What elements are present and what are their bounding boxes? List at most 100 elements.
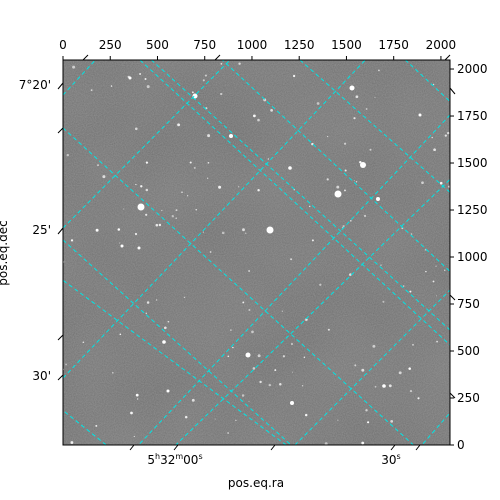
star (184, 415, 188, 419)
star (308, 205, 311, 208)
star (245, 352, 251, 358)
world-tick-14 (390, 444, 396, 451)
star (117, 228, 121, 231)
star (135, 393, 139, 397)
star (181, 191, 183, 194)
star (268, 383, 272, 387)
star (146, 301, 150, 304)
star (311, 239, 314, 242)
plot-frame (62, 59, 451, 446)
right-tick-label-4: 1000 (457, 250, 488, 264)
star (257, 354, 261, 358)
dec-tick-label-2: 30' (32, 369, 51, 383)
star (431, 136, 433, 139)
star (192, 91, 194, 94)
right-tick-label-3: 750 (457, 297, 480, 311)
world-tick-6 (214, 54, 221, 61)
top-tick-label-5: 1250 (284, 38, 315, 52)
star (193, 166, 196, 169)
star (281, 310, 283, 312)
top-tick-label-4: 1000 (237, 38, 268, 52)
star (134, 232, 138, 236)
star (139, 72, 142, 76)
star (232, 346, 234, 349)
star (146, 85, 150, 89)
star (408, 367, 411, 370)
star (291, 343, 293, 345)
world-tick-4 (57, 374, 64, 381)
star (439, 181, 443, 185)
star (110, 85, 113, 87)
world-tick-2 (57, 227, 64, 235)
star (349, 273, 352, 276)
star (183, 296, 186, 299)
star (398, 371, 402, 375)
star (288, 166, 292, 170)
star (365, 409, 368, 412)
star (202, 231, 205, 233)
star (135, 183, 137, 186)
sky-image (63, 60, 450, 445)
star (204, 74, 207, 77)
star (120, 244, 124, 248)
star (252, 367, 256, 370)
star (349, 85, 355, 91)
star (363, 214, 367, 218)
star (290, 258, 293, 261)
star (324, 442, 328, 445)
star (251, 330, 254, 334)
star (361, 368, 365, 372)
star (259, 380, 262, 384)
star (344, 189, 346, 192)
top-tick-label-8: 2000 (426, 38, 457, 52)
world-tick-0 (57, 82, 64, 90)
star (238, 62, 241, 65)
star (123, 208, 125, 210)
star (244, 232, 247, 235)
star (202, 79, 205, 82)
star (380, 264, 382, 266)
ra-tick-label-1: 30s (381, 452, 400, 467)
star (253, 114, 256, 118)
star (327, 136, 329, 138)
star (355, 181, 358, 183)
star (435, 295, 437, 297)
star (444, 269, 446, 271)
right-tick-label-8: 2000 (457, 62, 488, 76)
star (444, 134, 447, 137)
star (230, 329, 232, 331)
star (191, 398, 195, 402)
world-tick-7 (444, 54, 451, 61)
star (390, 420, 394, 423)
world-tick-13 (270, 444, 276, 451)
star (349, 219, 352, 222)
star (175, 209, 178, 212)
grid-line-3 (63, 279, 287, 445)
grid-line-6 (299, 60, 450, 194)
right-tick-label-1: 250 (457, 391, 480, 405)
star (163, 326, 167, 330)
grid-line-10 (63, 60, 366, 379)
grid-line-0 (63, 127, 415, 445)
coordinate-grid (63, 60, 450, 445)
right-pixel-axis: 0 250 500 750 1000 1250 1500 1750 2000 (450, 62, 488, 452)
star (354, 364, 357, 367)
star (279, 383, 282, 386)
world-tick-1 (57, 127, 64, 134)
star (436, 340, 438, 343)
star (337, 419, 339, 421)
star (432, 280, 435, 283)
star (270, 109, 273, 112)
star (130, 411, 133, 415)
x-axis-title: pos.eq.ra (228, 476, 284, 490)
star (388, 384, 392, 388)
top-pixel-axis: 0 250 500 750 1000 1250 1500 1750 2000 (59, 38, 456, 60)
top-tick-label-6: 1500 (331, 38, 362, 52)
star (119, 242, 121, 244)
star (155, 223, 159, 227)
star (137, 246, 141, 250)
star (227, 355, 230, 358)
top-tick-label-1: 250 (99, 38, 122, 52)
star (171, 215, 174, 218)
